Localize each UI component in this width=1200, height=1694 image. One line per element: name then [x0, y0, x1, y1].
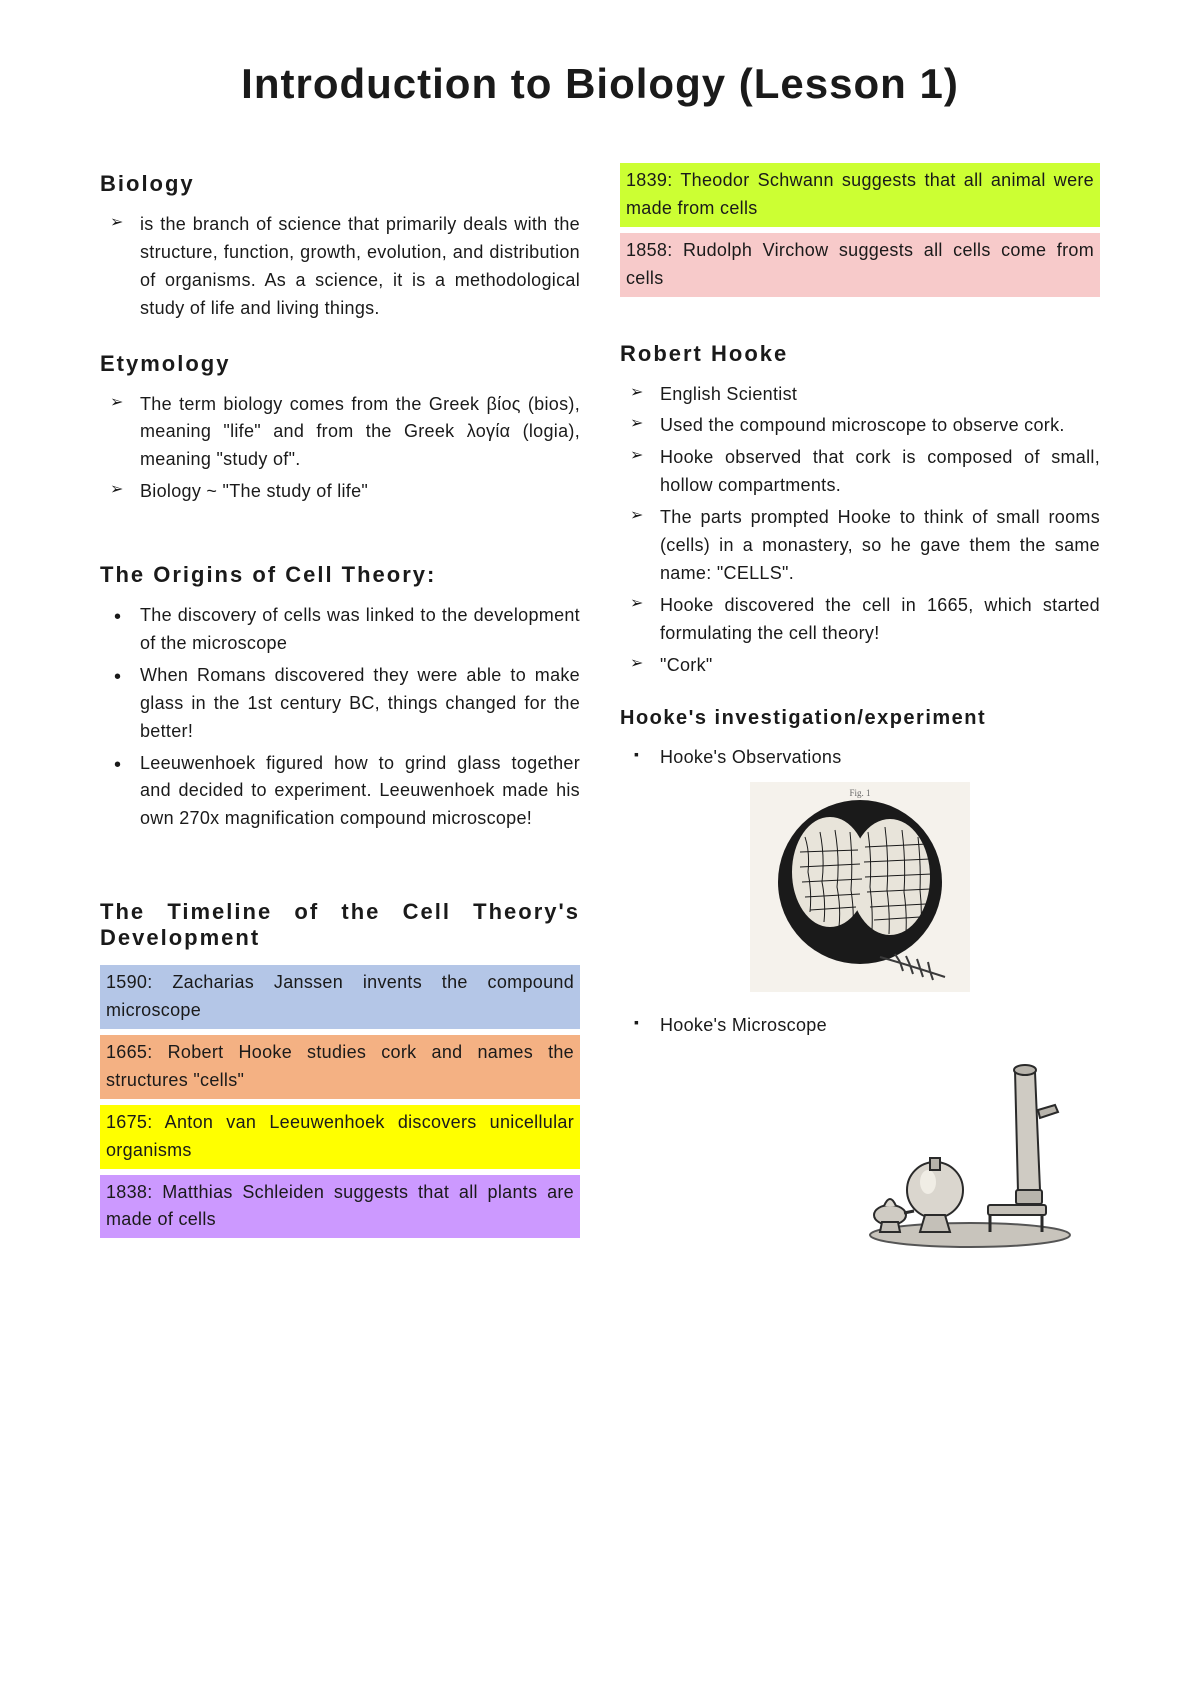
list-item: The discovery of cells was linked to the… [140, 602, 580, 658]
cork-observation-figure: Fig. 1 [620, 782, 1100, 992]
list-item: Biology ~ "The study of life" [140, 478, 580, 506]
right-column: 1839: Theodor Schwann suggests that all … [620, 163, 1100, 1270]
microscope-figure [620, 1050, 1100, 1250]
list-item: Leeuwenhoek figured how to grind glass t… [140, 750, 580, 834]
list-item: The term biology comes from the Greek βί… [140, 391, 580, 475]
hooke-heading: Robert Hooke [620, 341, 1100, 367]
list-item: Hooke observed that cork is composed of … [660, 444, 1100, 500]
timeline-entry-1858: 1858: Rudolph Virchow suggests all cells… [620, 233, 1100, 297]
timeline-entry-1675: 1675: Anton van Leeuwenhoek discovers un… [100, 1105, 580, 1169]
origins-list: The discovery of cells was linked to the… [100, 602, 580, 833]
left-column: Biology is the branch of science that pr… [100, 163, 580, 1270]
list-item: is the branch of science that primarily … [140, 211, 580, 323]
biology-heading: Biology [100, 171, 580, 197]
investigation-list-1: Hooke's Observations [620, 744, 1100, 772]
list-item: Hooke's Observations [660, 744, 1100, 772]
microscope-icon [840, 1050, 1090, 1250]
timeline-heading: The Timeline of the Cell Theory's Develo… [100, 899, 580, 951]
etymology-list: The term biology comes from the Greek βί… [100, 391, 580, 507]
timeline-entry-1665: 1665: Robert Hooke studies cork and name… [100, 1035, 580, 1099]
hooke-list: English Scientist Used the compound micr… [620, 381, 1100, 680]
origins-heading: The Origins of Cell Theory: [100, 562, 580, 588]
list-item: Hooke discovered the cell in 1665, which… [660, 592, 1100, 648]
timeline-entry-1838: 1838: Matthias Schleiden suggests that a… [100, 1175, 580, 1239]
list-item: The parts prompted Hooke to think of sma… [660, 504, 1100, 588]
page-title: Introduction to Biology (Lesson 1) [100, 60, 1100, 108]
cork-cells-icon: Fig. 1 [750, 782, 970, 992]
list-item: Used the compound microscope to observe … [660, 412, 1100, 440]
investigation-heading: Hooke's investigation/experiment [620, 707, 1100, 730]
biology-list: is the branch of science that primarily … [100, 211, 580, 323]
list-item: English Scientist [660, 381, 1100, 409]
timeline-entry-1839: 1839: Theodor Schwann suggests that all … [620, 163, 1100, 227]
list-item: "Cork" [660, 652, 1100, 680]
timeline-list-cont: 1839: Theodor Schwann suggests that all … [620, 163, 1100, 297]
list-item: Hooke's Microscope [660, 1012, 1100, 1040]
two-column-layout: Biology is the branch of science that pr… [100, 163, 1100, 1270]
timeline-entry-1590: 1590: Zacharias Janssen invents the comp… [100, 965, 580, 1029]
svg-text:Fig. 1: Fig. 1 [849, 788, 870, 798]
list-item: When Romans discovered they were able to… [140, 662, 580, 746]
etymology-heading: Etymology [100, 351, 580, 377]
timeline-list: 1590: Zacharias Janssen invents the comp… [100, 965, 580, 1238]
investigation-list-2: Hooke's Microscope [620, 1012, 1100, 1040]
